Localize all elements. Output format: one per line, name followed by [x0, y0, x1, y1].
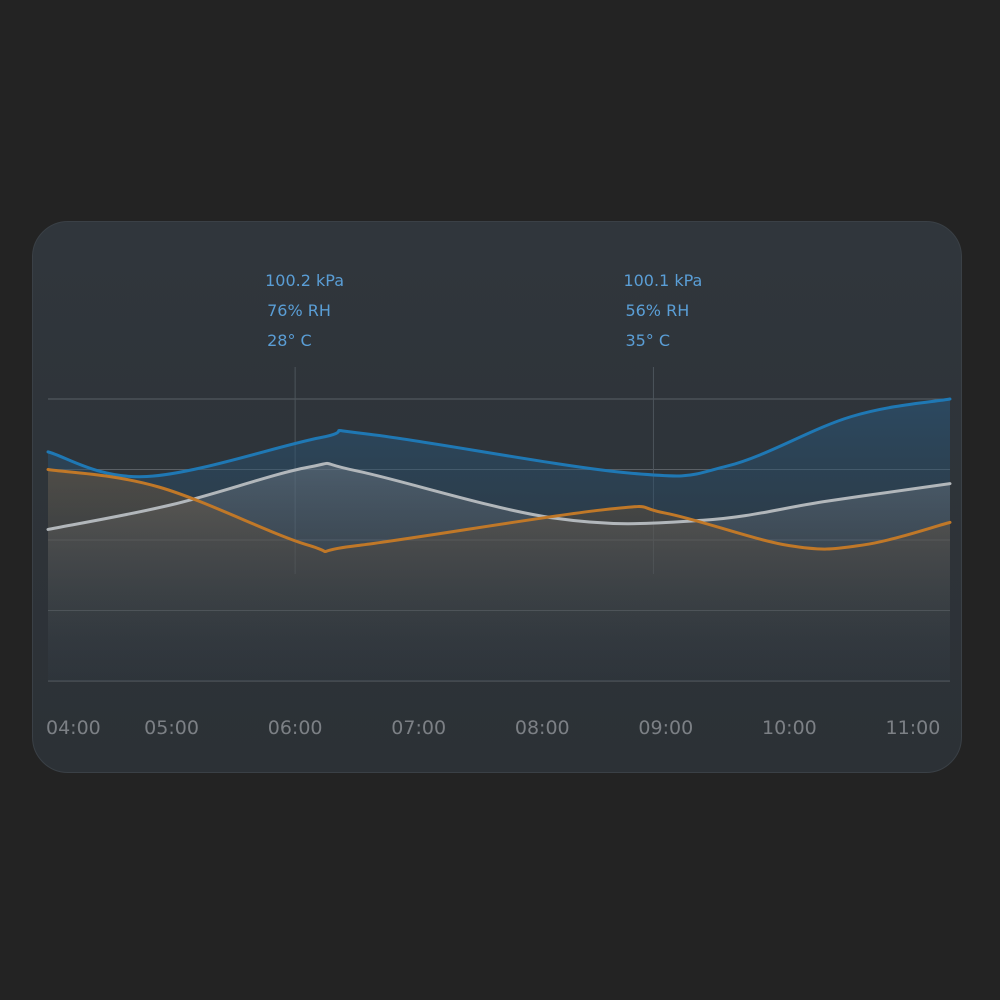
x-axis-ticks: 04:00 05:00 06:00 07:00 08:00 09:00 10:00 11:00 — [46, 717, 940, 739]
weather-chart: 100.2 kPa 76% RH 28° C 100.1 kPa 56% RH 35° C… — [46, 271, 952, 739]
x-tick-label: 06:00 — [268, 717, 323, 739]
annotation-1-line-3: 28° C — [267, 331, 312, 350]
series-line-orange — [46, 468, 952, 554]
x-tick-label: 11:00 — [886, 717, 941, 739]
x-tick-label: 09:00 — [638, 717, 693, 739]
x-tick-label: 10:00 — [762, 717, 817, 739]
annotation-1-line-1: 100.2 kPa — [265, 271, 344, 290]
annotation-2-line-3: 35° C — [625, 331, 670, 350]
x-tick-label: 07:00 — [391, 717, 446, 739]
x-tick-label: 04:00 — [46, 717, 101, 739]
x-tick-label: 08:00 — [515, 717, 570, 739]
series-lines — [46, 397, 952, 554]
annotation-1-line-2: 76% RH — [267, 301, 331, 320]
series-areas — [48, 399, 950, 681]
x-tick-label: 05:00 — [144, 717, 199, 739]
series-line-blue — [46, 397, 952, 479]
annotation-readouts: 100.2 kPa 76% RH 28° C 100.1 kPa 56% RH 35° C — [265, 271, 702, 350]
series-area-orange — [48, 469, 950, 681]
annotation-2-line-1: 100.1 kPa — [623, 271, 702, 290]
chart-card: 100.2 kPa 76% RH 28° C 100.1 kPa 56% RH 35° C… — [32, 221, 962, 773]
annotation-2-line-2: 56% RH — [625, 301, 689, 320]
